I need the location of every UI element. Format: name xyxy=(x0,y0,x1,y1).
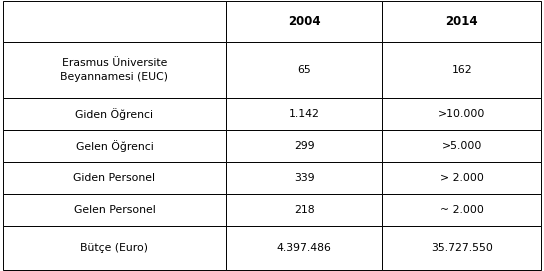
Bar xyxy=(226,1,382,42)
Text: 65: 65 xyxy=(298,65,311,75)
Text: 1.142: 1.142 xyxy=(289,109,320,119)
Bar xyxy=(3,42,226,98)
Text: >5.000: >5.000 xyxy=(442,141,482,151)
Text: 299: 299 xyxy=(294,141,314,151)
Text: 4.397.486: 4.397.486 xyxy=(277,243,332,253)
Text: Gelen Personel: Gelen Personel xyxy=(73,205,156,215)
Bar xyxy=(3,1,226,42)
Bar xyxy=(226,42,382,98)
Bar xyxy=(226,130,382,162)
Bar xyxy=(226,98,382,130)
Bar xyxy=(382,42,541,98)
Text: Bütçe (Euro): Bütçe (Euro) xyxy=(81,243,149,253)
Bar xyxy=(382,98,541,130)
Text: 2004: 2004 xyxy=(288,15,320,28)
Text: ~ 2.000: ~ 2.000 xyxy=(440,205,484,215)
Text: 339: 339 xyxy=(294,173,314,183)
Bar xyxy=(382,130,541,162)
Bar xyxy=(3,194,226,226)
Text: Gelen Öğrenci: Gelen Öğrenci xyxy=(76,140,153,152)
Text: Giden Personel: Giden Personel xyxy=(73,173,156,183)
Text: > 2.000: > 2.000 xyxy=(440,173,484,183)
Bar xyxy=(226,162,382,194)
Bar xyxy=(3,130,226,162)
Bar xyxy=(226,226,382,270)
Text: 35.727.550: 35.727.550 xyxy=(431,243,493,253)
Text: 162: 162 xyxy=(452,65,472,75)
Bar xyxy=(226,194,382,226)
Bar xyxy=(3,98,226,130)
Bar xyxy=(382,1,541,42)
Text: 218: 218 xyxy=(294,205,314,215)
Bar xyxy=(382,226,541,270)
Text: 2014: 2014 xyxy=(446,15,478,28)
Bar xyxy=(3,162,226,194)
Bar xyxy=(3,226,226,270)
Bar xyxy=(382,162,541,194)
Text: Erasmus Üniversite
Beyannamesi (EUC): Erasmus Üniversite Beyannamesi (EUC) xyxy=(60,58,169,82)
Bar xyxy=(382,194,541,226)
Text: >10.000: >10.000 xyxy=(438,109,486,119)
Text: Giden Öğrenci: Giden Öğrenci xyxy=(76,108,153,120)
